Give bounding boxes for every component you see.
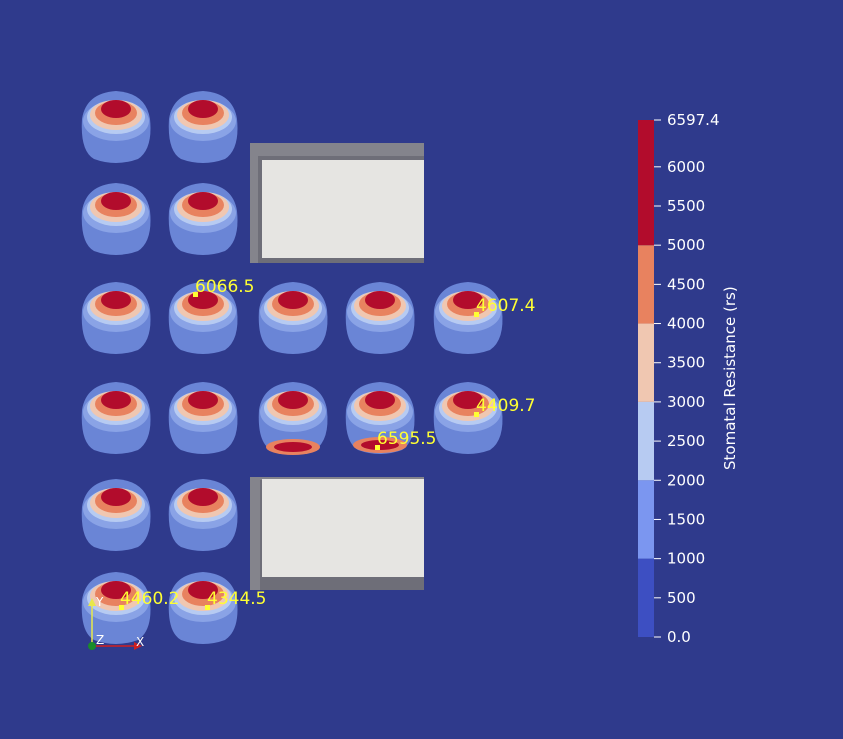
color-legend: 6597.4 6000 5500 5000 4500 4000 3500 3000 2500 20… [638, 111, 739, 646]
plant-rosette [81, 91, 151, 163]
legend-tick-label: 5500 [667, 197, 705, 215]
probe-label: 6066.5 [195, 277, 254, 297]
plant-rosette [81, 282, 151, 354]
probe-label: 6595.5 [377, 429, 436, 449]
z-axis-dot-icon [88, 642, 96, 650]
plant-rosette [81, 382, 151, 454]
legend-tick-label: 4500 [667, 275, 705, 293]
plant-rosette [81, 572, 151, 644]
probe-4460[interactable]: 4460.2 [119, 589, 179, 610]
plant-rosette [81, 183, 151, 255]
legend-band [638, 323, 654, 402]
legend-band [638, 401, 654, 481]
plant-rosette [168, 282, 238, 354]
plant-rosette [258, 382, 328, 454]
y-axis-label: Y [95, 595, 104, 609]
plant-rosette [81, 479, 151, 551]
legend-tick-label: 2000 [667, 471, 705, 489]
x-axis-arrow-icon [134, 642, 142, 650]
legend-band [638, 120, 654, 246]
legend-tick-label: 1500 [667, 510, 705, 528]
legend-tick-label: 500 [667, 589, 696, 607]
plant-rosette [345, 282, 415, 354]
plant-rosette [258, 282, 328, 354]
legend-tick-label: 4000 [667, 315, 705, 333]
probe-label: 4607.4 [476, 296, 535, 316]
legend-title: Stomatal Resistance (rs) [721, 286, 739, 470]
plant-rosette [168, 479, 238, 551]
probe-6066[interactable]: 6066.5 [193, 277, 254, 297]
legend-colorbar [638, 120, 654, 637]
probe-label: 4460.2 [120, 589, 179, 609]
probe-4607[interactable]: 4607.4 [474, 296, 535, 317]
plant-rosette [168, 183, 238, 255]
probe-4344[interactable]: 4344.5 [205, 589, 266, 610]
z-axis-label: Z [96, 633, 104, 647]
legend-band [638, 480, 654, 559]
probe-label: 4409.7 [476, 396, 535, 416]
probe-4409[interactable]: 4409.7 [474, 396, 535, 417]
plant-rosette [168, 572, 238, 644]
legend-tick-label: 2500 [667, 432, 705, 450]
legend-tick-label: 6000 [667, 158, 705, 176]
legend-tick-label: 1000 [667, 550, 705, 568]
legend-band [638, 245, 654, 324]
panel-top [250, 143, 424, 263]
probe-label: 4344.5 [207, 589, 266, 609]
plant-rosette [168, 91, 238, 163]
legend-band [638, 558, 654, 637]
legend-tick-label: 3500 [667, 354, 705, 372]
plant-rosette [345, 382, 415, 454]
legend-ticks: 6597.4 6000 5500 5000 4500 4000 3500 3000 2500 20… [654, 111, 720, 646]
legend-tick-label: 5000 [667, 236, 705, 254]
plant-rosette [433, 282, 503, 354]
legend-tick-label: 6597.4 [667, 111, 720, 129]
y-axis-arrow-icon [88, 598, 96, 606]
x-axis-label: X [136, 635, 144, 649]
plant-grid [81, 91, 503, 644]
orientation-axes: Y Z X [88, 595, 144, 650]
legend-tick-label: 3000 [667, 393, 705, 411]
legend-tick-label: 0.0 [667, 628, 691, 646]
panel-bottom [250, 477, 424, 590]
plant-rosette [433, 382, 503, 454]
plant-rosette [168, 382, 238, 454]
lower-hotspot [266, 439, 320, 455]
probe-6595[interactable]: 6595.5 [375, 429, 436, 450]
